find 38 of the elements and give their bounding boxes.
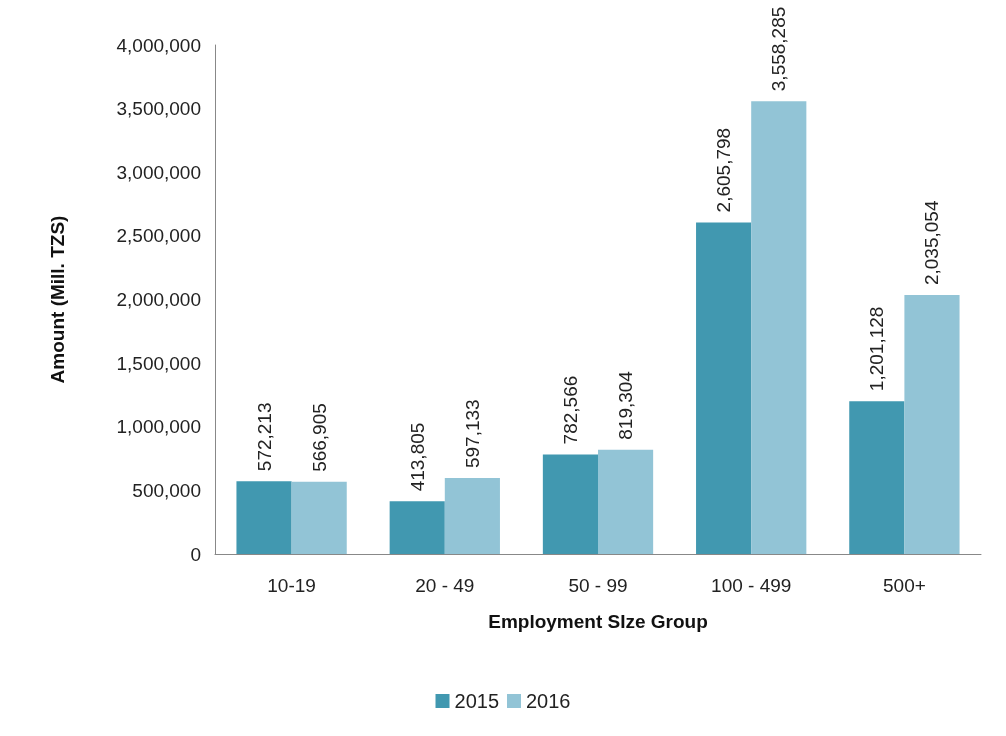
bar (904, 295, 960, 554)
bar (696, 222, 752, 554)
data-label: 572,213 (253, 402, 275, 472)
data-label: 782,566 (559, 375, 581, 445)
data-label: 2,035,054 (921, 200, 943, 286)
y-tick-label: 0 (190, 543, 201, 565)
data-label: 597,133 (461, 399, 483, 469)
y-tick-label: 3,000,000 (116, 161, 201, 183)
data-label: 413,805 (406, 422, 428, 492)
data-label: 1,201,128 (866, 306, 888, 392)
data-label: 3,558,285 (768, 6, 790, 92)
y-tick-label: 2,000,000 (116, 289, 201, 310)
y-tick-label: 4,000,000 (116, 34, 201, 56)
x-tick-label: 50 - 99 (568, 575, 628, 596)
legend-label: 2015 (454, 690, 500, 712)
y-tick-label: 2,500,000 (116, 225, 201, 247)
data-label: 819,304 (615, 370, 637, 440)
x-tick-label: 20 - 49 (415, 575, 475, 596)
y-axis-title: Amount (Mill. TZS) (47, 215, 68, 384)
data-label: 2,605,798 (713, 127, 735, 213)
x-tick-label: 500+ (883, 575, 926, 596)
bar (751, 101, 807, 554)
y-tick-label: 1,000,000 (116, 416, 201, 438)
data-label: 566,905 (308, 403, 330, 472)
bar (291, 481, 347, 554)
bar (444, 478, 500, 554)
x-tick-label: 100 - 499 (711, 575, 792, 596)
bar (236, 481, 292, 554)
y-tick-label: 3,500,000 (116, 98, 201, 120)
bar (542, 454, 598, 554)
bar (389, 501, 445, 554)
x-tick-label: 10-19 (267, 575, 316, 596)
x-axis-title: Employment SIze Group (488, 611, 708, 632)
legend-label: 2016 (526, 690, 571, 712)
y-tick-label: 1,500,000 (116, 352, 201, 374)
bar (598, 449, 654, 554)
bar (849, 401, 905, 554)
y-tick-label: 500,000 (132, 479, 201, 501)
